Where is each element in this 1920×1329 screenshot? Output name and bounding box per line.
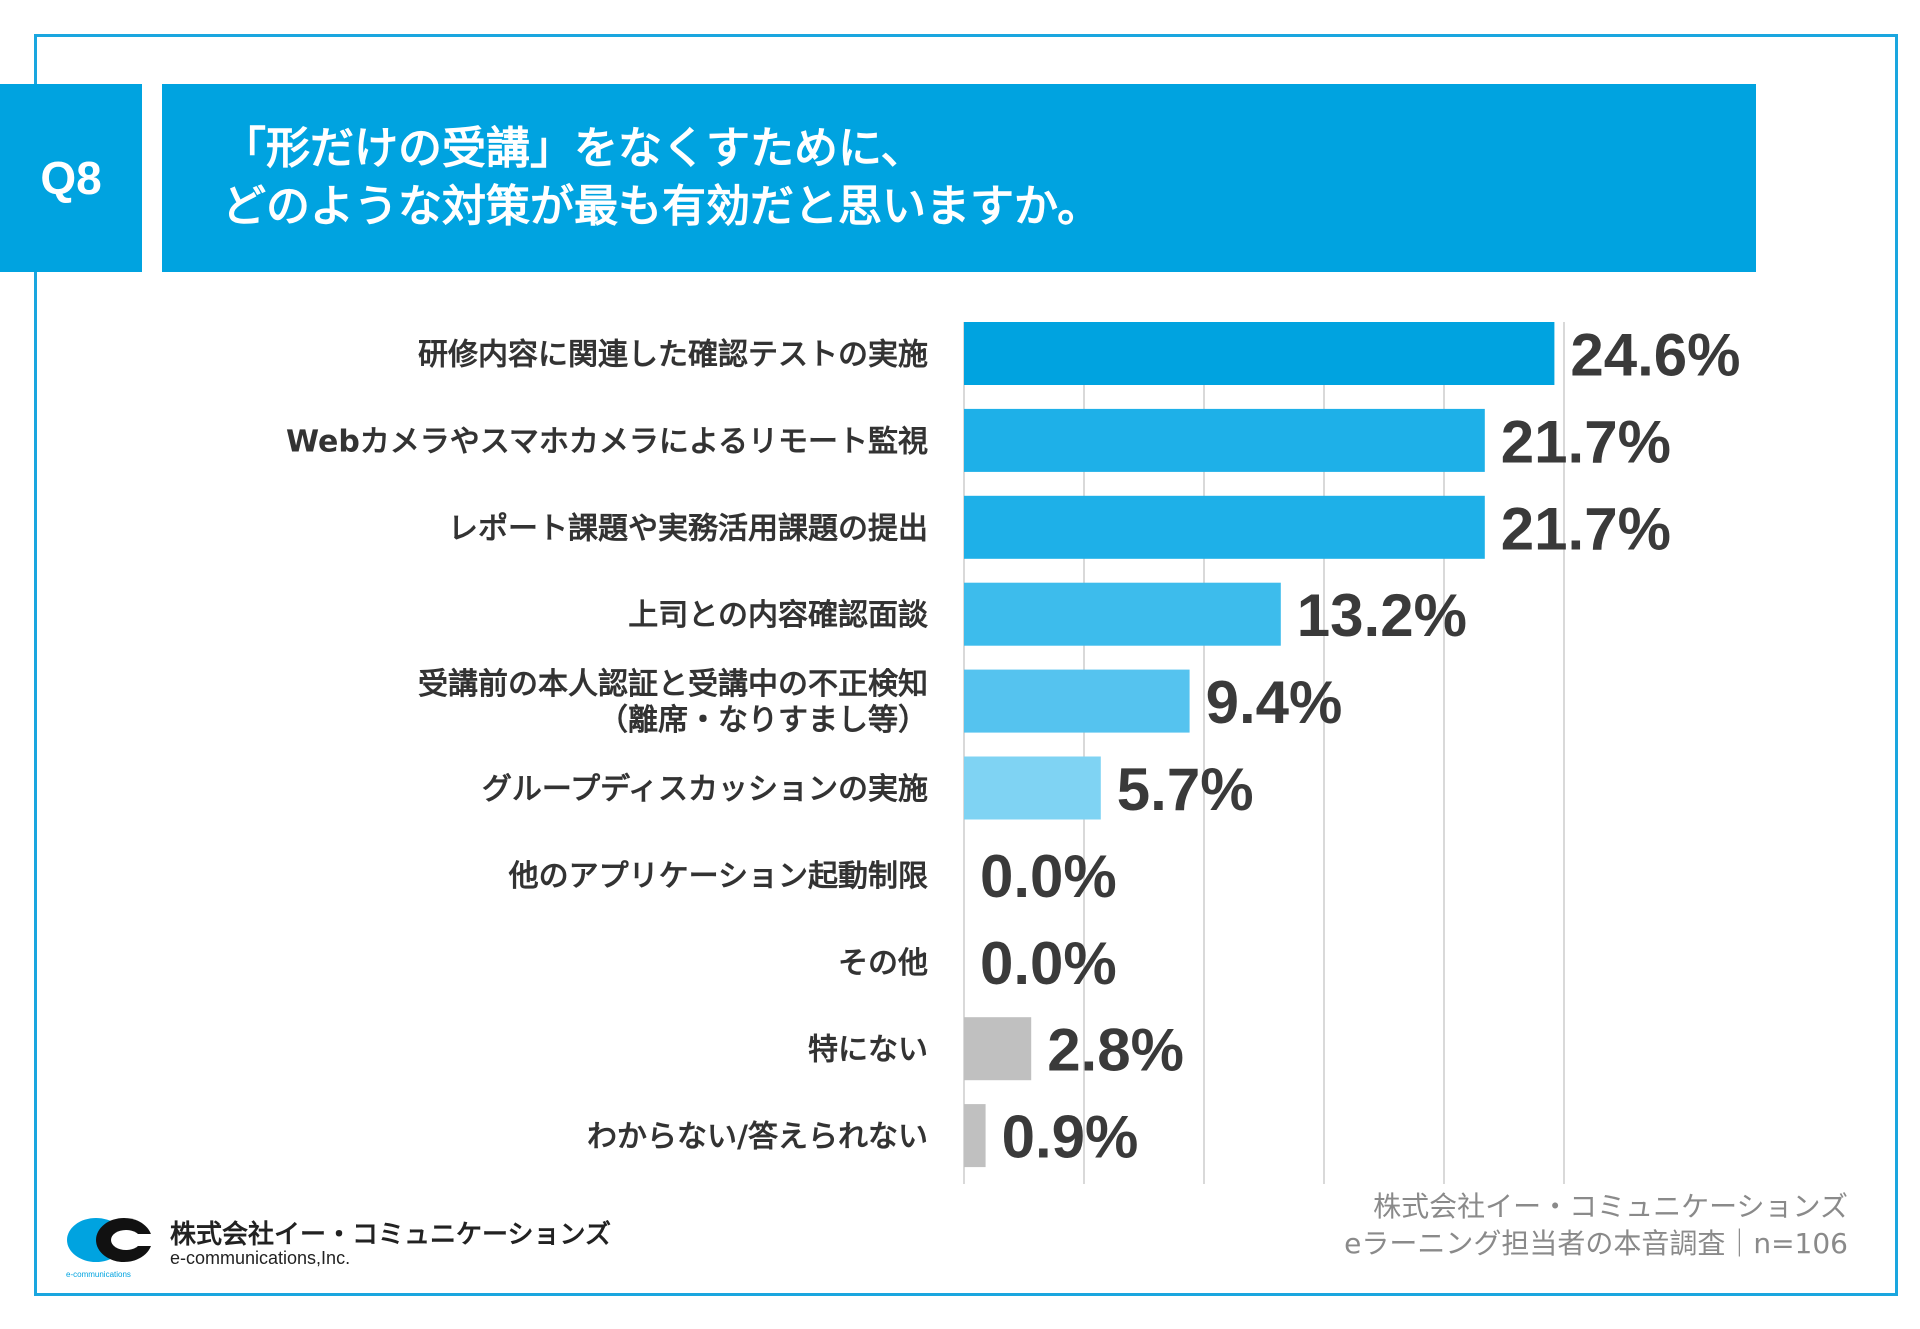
bar bbox=[964, 408, 1485, 472]
category-label: レポート課題や実務活用課題の提出 bbox=[448, 511, 928, 546]
bar bbox=[964, 1104, 986, 1168]
logo-company-name: 株式会社イー・コミュニケーションズ bbox=[170, 1220, 611, 1250]
category-label: グループディスカッションの実施 bbox=[482, 772, 928, 807]
data-label: 9.4% bbox=[1206, 669, 1343, 736]
category-label: 他のアプリケーション起動制限 bbox=[508, 859, 928, 894]
category-label: Webカメラやスマホカメラによるリモート監視 bbox=[286, 424, 928, 459]
category-label: わからない/答えられない bbox=[587, 1120, 928, 1155]
category-label: 受講前の本人認証と受講中の不正検知（離席・なりすまし等） bbox=[418, 667, 928, 738]
bar bbox=[964, 756, 1101, 820]
logo-mark-icon bbox=[67, 1218, 164, 1262]
data-label: 13.2% bbox=[1297, 582, 1467, 649]
bar bbox=[964, 582, 1281, 646]
bar bbox=[964, 322, 1555, 385]
data-label: 21.7% bbox=[1501, 408, 1671, 475]
bar bbox=[964, 1017, 1032, 1081]
data-label: 2.8% bbox=[1047, 1017, 1184, 1084]
category-label: 上司との内容確認面談 bbox=[628, 598, 929, 633]
data-label: 0.0% bbox=[980, 843, 1117, 910]
question-banner: 「形だけの受講」をなくすために、 どのような対策が最も有効だと思いますか。 bbox=[162, 84, 1756, 272]
bar bbox=[964, 495, 1485, 559]
source-company: 株式会社イー・コミュニケーションズ bbox=[1373, 1190, 1848, 1223]
data-label: 21.7% bbox=[1501, 495, 1671, 562]
source-survey: eラーニング担当者の本音調査｜n=106 bbox=[1344, 1227, 1848, 1260]
bar-chart: 研修内容に関連した確認テストの実施 24.6% Webカメラやスマホカメラによるリモ… bbox=[286, 322, 1741, 1184]
category-label: 特にない bbox=[808, 1033, 928, 1068]
logo-company-name-en: e-communications,Inc. bbox=[170, 1248, 351, 1268]
company-logo: 株式会社イー・コミュニケーションズ e-communications,Inc. … bbox=[66, 1210, 611, 1280]
question-number-badge: Q8 bbox=[0, 84, 142, 272]
data-label: 24.6% bbox=[1570, 322, 1740, 389]
category-label: その他 bbox=[838, 946, 928, 981]
bar bbox=[964, 669, 1190, 733]
logo-tagline: e-communications bbox=[66, 1270, 131, 1279]
category-label: 研修内容に関連した確認テストの実施 bbox=[418, 338, 928, 373]
slide-frame bbox=[34, 34, 1898, 1296]
question-text-line1: 「形だけの受講」をなくすために、 bbox=[222, 123, 925, 174]
data-label: 0.9% bbox=[1002, 1104, 1139, 1171]
data-label: 5.7% bbox=[1117, 756, 1254, 823]
data-label: 0.0% bbox=[980, 930, 1117, 997]
source-note: 株式会社イー・コミュニケーションズ eラーニング担当者の本音調査｜n=106 bbox=[1344, 1188, 1848, 1262]
question-text-line2: どのような対策が最も有効だと思いますか。 bbox=[222, 181, 1102, 232]
